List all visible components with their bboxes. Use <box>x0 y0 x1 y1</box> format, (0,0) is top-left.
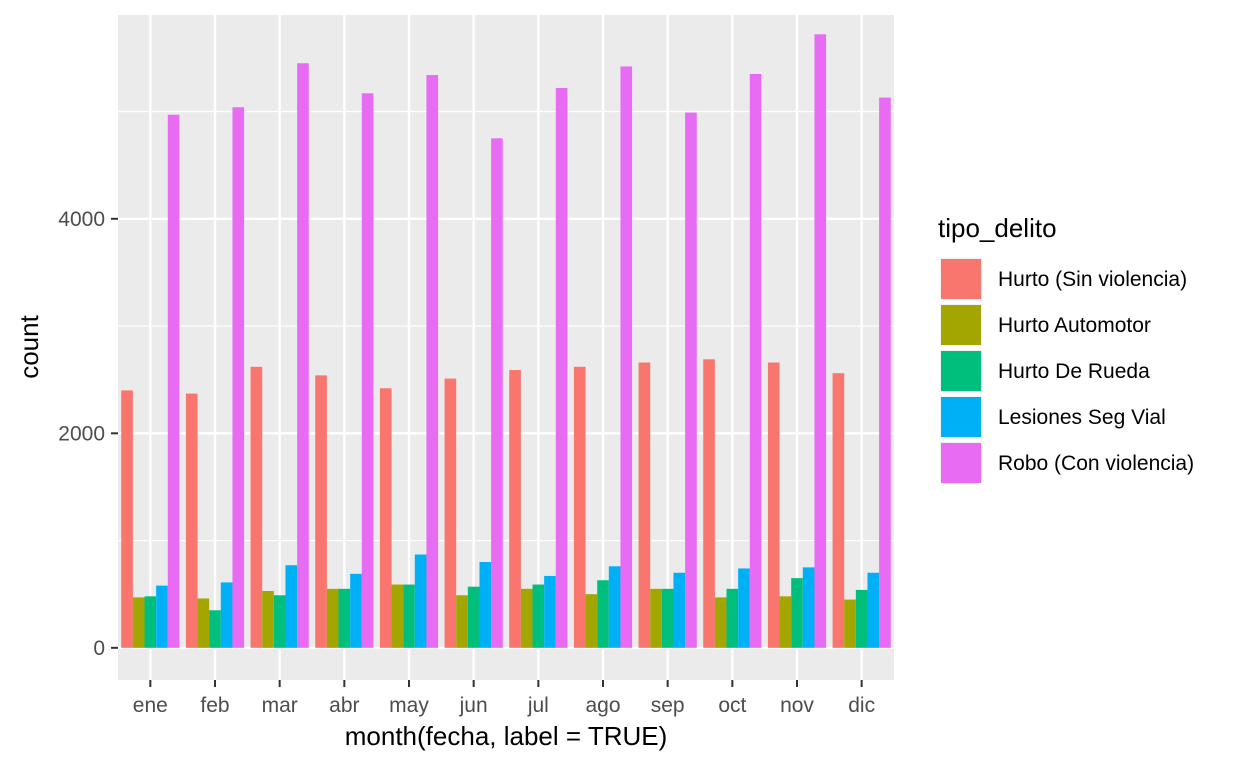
bars <box>121 34 891 648</box>
bar <box>121 390 133 648</box>
legend-label: Hurto Automotor <box>998 314 1151 337</box>
legend-key <box>941 259 981 299</box>
y-tick-label: 4000 <box>58 208 105 231</box>
bar <box>262 590 274 648</box>
bar <box>250 366 263 648</box>
legend-title: tipo_delito <box>938 213 1057 243</box>
bar <box>414 554 427 648</box>
bar <box>185 393 198 648</box>
x-tick-label: may <box>389 694 429 717</box>
bar <box>426 75 439 648</box>
x-tick-label: ene <box>133 694 168 717</box>
legend-key <box>941 351 981 391</box>
bar <box>620 66 633 648</box>
bar <box>491 138 503 648</box>
bar <box>391 584 404 648</box>
legend: tipo_delito Hurto (Sin violencia) Hurto A… <box>938 213 1194 484</box>
bar <box>597 580 609 648</box>
bar <box>156 585 168 648</box>
bar <box>167 114 180 648</box>
bar <box>685 112 697 648</box>
bar <box>749 73 762 648</box>
bar <box>832 373 845 648</box>
y-tick-label: 0 <box>93 637 105 660</box>
major-gridlines <box>118 15 894 680</box>
bar <box>273 595 286 648</box>
bar <box>338 588 351 648</box>
bar <box>444 378 457 648</box>
bar <box>661 588 674 648</box>
bar <box>585 594 598 648</box>
minor-gridlines <box>118 110 894 542</box>
bar <box>220 582 233 648</box>
bar <box>544 575 556 648</box>
bar <box>608 566 621 648</box>
x-tick-label: nov <box>780 694 814 717</box>
y-axis: 0 2000 4000 <box>58 208 118 660</box>
bar <box>297 63 309 648</box>
bar <box>638 362 651 648</box>
bar <box>703 359 715 648</box>
x-axis-title: month(fecha, label = TRUE) <box>345 721 668 751</box>
bar <box>144 596 157 648</box>
bar <box>738 568 750 648</box>
bar <box>573 366 586 648</box>
bar <box>779 596 792 648</box>
bar <box>879 97 891 648</box>
bar <box>197 598 210 648</box>
bar <box>867 572 880 648</box>
y-axis-title: count <box>14 314 44 378</box>
bar <box>509 370 521 648</box>
legend-key <box>941 397 981 437</box>
x-tick-label: oct <box>718 694 746 717</box>
bar <box>555 87 568 648</box>
bar <box>532 584 545 648</box>
legend-label: Robo (Con violencia) <box>998 452 1194 475</box>
bar <box>209 610 221 648</box>
panel-background <box>118 15 894 680</box>
legend-label: Lesiones Seg Vial <box>998 406 1166 429</box>
bar <box>479 562 492 648</box>
bar <box>767 362 780 648</box>
bar <box>802 567 815 648</box>
bar <box>714 597 727 648</box>
bar <box>456 595 468 648</box>
bar <box>855 589 868 648</box>
bar <box>285 565 298 648</box>
bar <box>673 572 686 648</box>
legend-key <box>941 443 981 483</box>
x-axis: ene feb mar abr may jun jul ago sep oct nov dic <box>133 680 875 717</box>
x-tick-label: ago <box>585 694 620 717</box>
bar <box>403 584 415 648</box>
bar <box>132 597 145 648</box>
bar <box>232 107 245 648</box>
bar <box>379 388 392 648</box>
x-tick-label: dic <box>848 694 875 717</box>
x-tick-label: abr <box>329 694 359 717</box>
legend-label: Hurto (Sin violencia) <box>998 268 1187 291</box>
bar <box>520 588 533 648</box>
x-tick-label: sep <box>651 694 685 717</box>
bar <box>844 599 856 648</box>
x-tick-label: jun <box>459 694 488 717</box>
bar <box>726 588 739 648</box>
y-tick-label: 2000 <box>58 422 105 445</box>
bar <box>350 573 362 648</box>
legend-key <box>941 305 981 345</box>
bar <box>315 375 327 648</box>
bar <box>467 586 480 648</box>
bar <box>791 578 803 648</box>
legend-label: Hurto De Rueda <box>998 360 1150 383</box>
bar <box>650 588 662 648</box>
bar <box>326 588 339 648</box>
x-tick-label: feb <box>200 694 229 717</box>
x-tick-label: mar <box>262 694 298 717</box>
x-tick-label: jul <box>527 694 549 717</box>
bar <box>814 34 827 648</box>
bar <box>361 93 374 648</box>
